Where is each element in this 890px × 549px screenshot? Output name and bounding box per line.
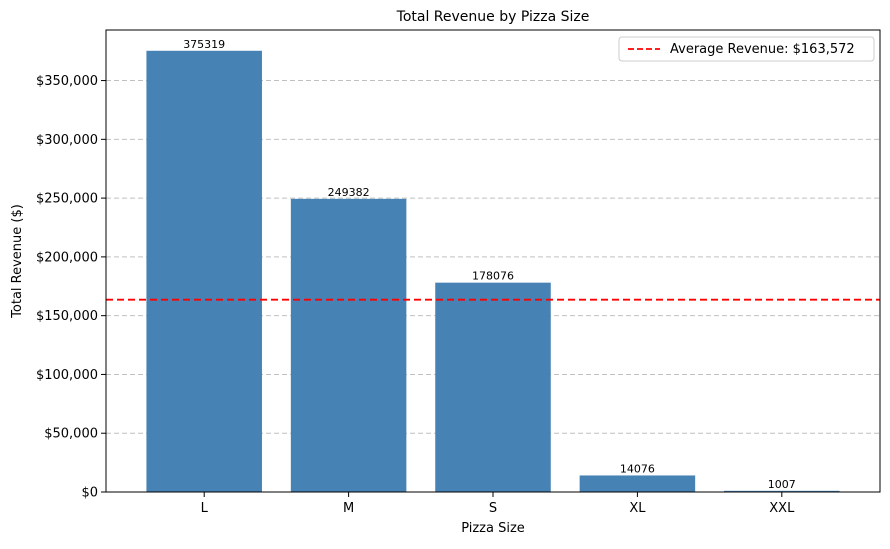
bars	[146, 50, 840, 492]
y-tick-label: $100,000	[36, 368, 98, 383]
bar-value-label-s: 178076	[472, 270, 514, 283]
x-tick-label-l: L	[201, 501, 209, 516]
x-axis: L M S XL XXL	[201, 492, 795, 516]
y-tick-label: $300,000	[36, 133, 98, 148]
bar-value-label-m: 249382	[328, 186, 370, 199]
legend-box	[618, 36, 875, 62]
legend-average-label: Average Revenue: $163,572	[670, 42, 855, 57]
x-tick-label-xl: XL	[629, 501, 646, 516]
bar-value-label-xl: 14076	[620, 462, 655, 475]
y-tick-label: $350,000	[36, 74, 98, 89]
bar-m	[290, 198, 407, 492]
y-tick-label: $0	[81, 486, 98, 501]
bar-value-label-xxl: 1007	[768, 478, 796, 491]
bar-l	[146, 50, 262, 492]
bar-value-label-l: 375319	[183, 38, 225, 51]
x-tick-label-s: S	[489, 501, 497, 516]
y-tick-label: $150,000	[36, 309, 98, 324]
y-axis-title: Total Revenue ($)	[10, 204, 25, 319]
bar-value-labels: 375319 249382 178076 14076 1007	[183, 38, 796, 491]
chart-title: Total Revenue by Pizza Size	[396, 9, 590, 25]
y-tick-label: $250,000	[36, 192, 98, 207]
y-axis: $0 $50,000 $100,000 $150,000 $200,000 $250,00…	[36, 74, 106, 501]
x-tick-label-m: M	[343, 501, 354, 516]
bar-xxl	[724, 490, 840, 492]
x-axis-title: Pizza Size	[461, 521, 525, 536]
y-tick-label: $200,000	[36, 250, 98, 265]
x-tick-label-xxl: XXL	[769, 501, 795, 516]
bar-s	[435, 282, 551, 492]
y-tick-label: $50,000	[44, 427, 98, 442]
legend: Average Revenue: $163,572	[618, 36, 875, 62]
bar-xl	[579, 475, 696, 492]
